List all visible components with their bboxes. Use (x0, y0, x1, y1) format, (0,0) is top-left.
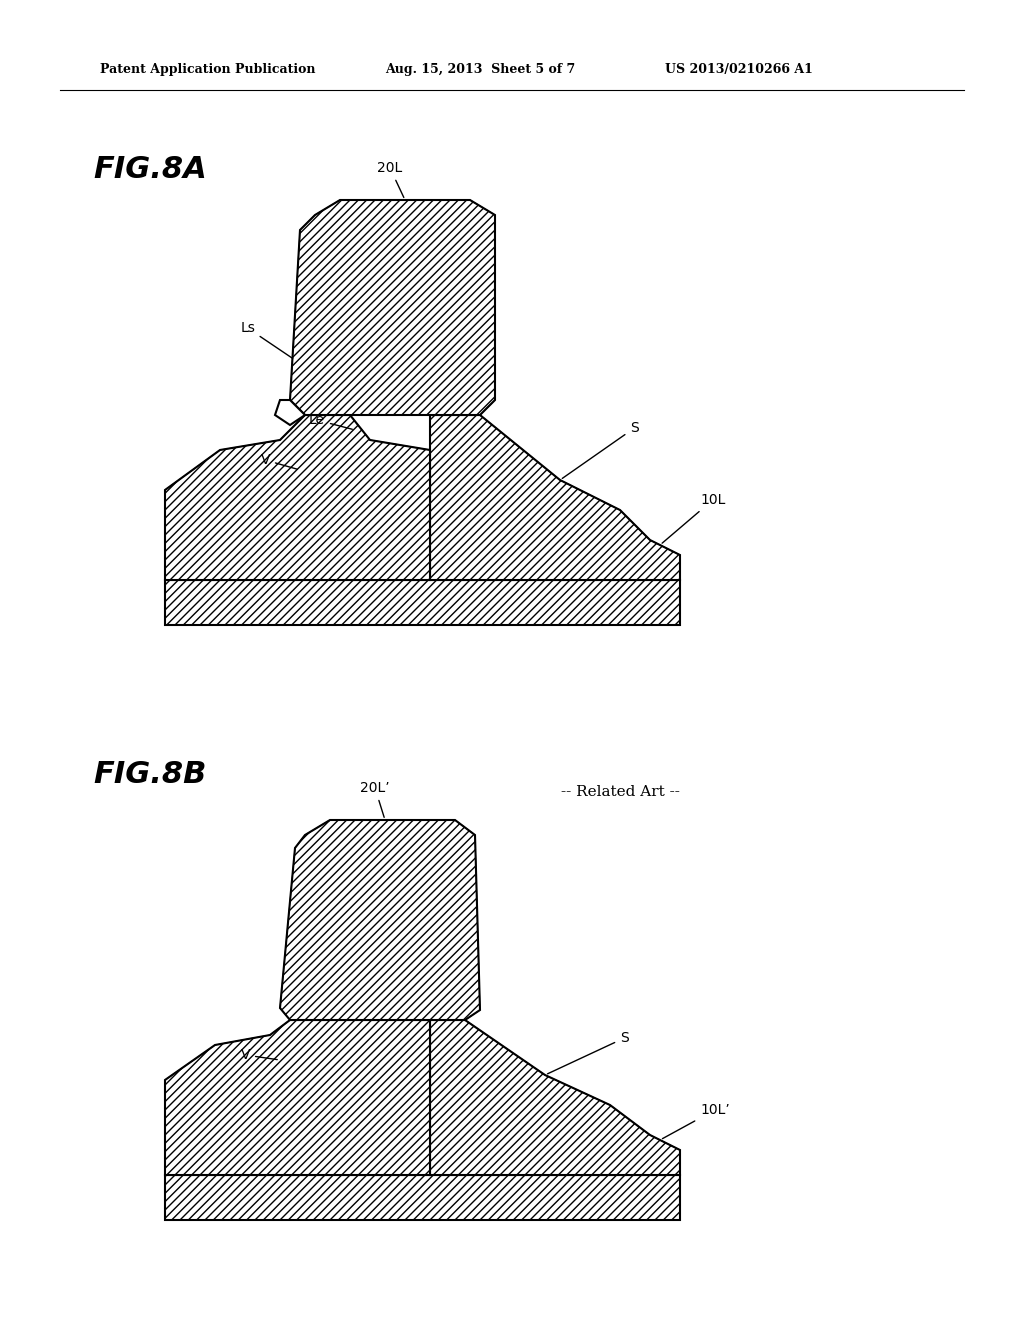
Text: Patent Application Publication: Patent Application Publication (100, 63, 315, 77)
Text: US 2013/0210266 A1: US 2013/0210266 A1 (665, 63, 813, 77)
Text: FIG.8A: FIG.8A (93, 154, 207, 183)
Polygon shape (165, 414, 430, 579)
Text: -- Related Art --: -- Related Art -- (560, 785, 680, 799)
Text: S: S (562, 421, 639, 478)
Text: Ls: Ls (240, 321, 293, 359)
Text: 20L’: 20L’ (360, 781, 390, 817)
Text: 10L’: 10L’ (663, 1104, 730, 1139)
Text: V: V (260, 453, 297, 469)
Text: 20L: 20L (378, 161, 403, 198)
Text: 10L: 10L (663, 492, 725, 544)
Polygon shape (430, 414, 680, 579)
Text: Le: Le (309, 413, 352, 429)
Polygon shape (165, 579, 680, 624)
Text: V: V (241, 1048, 278, 1063)
Polygon shape (275, 400, 305, 425)
Text: FIG.8B: FIG.8B (93, 760, 207, 789)
Text: Aug. 15, 2013  Sheet 5 of 7: Aug. 15, 2013 Sheet 5 of 7 (385, 63, 575, 77)
Polygon shape (280, 820, 480, 1020)
Text: S: S (548, 1031, 629, 1074)
Polygon shape (165, 1020, 430, 1175)
Polygon shape (430, 1020, 680, 1175)
Polygon shape (165, 1175, 680, 1220)
Polygon shape (290, 201, 495, 414)
